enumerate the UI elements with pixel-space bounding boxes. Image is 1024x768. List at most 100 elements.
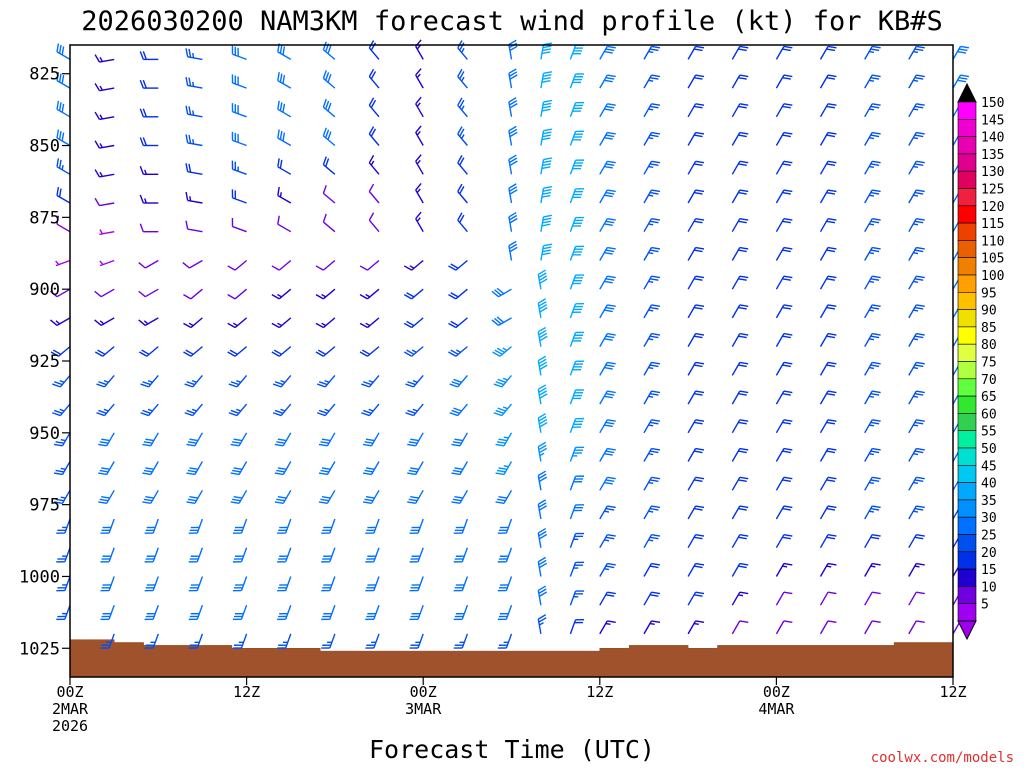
wind-barb <box>100 576 115 592</box>
wind-barb <box>540 99 553 117</box>
wind-barb <box>321 633 336 649</box>
wind-barb <box>864 447 881 462</box>
colorbar-swatch <box>957 516 977 535</box>
colorbar-swatch <box>957 361 977 380</box>
colorbar-label: 135 <box>981 148 1004 163</box>
wind-barb <box>775 390 793 405</box>
x-tick-label: 12Z <box>939 683 966 701</box>
wind-barb <box>540 214 553 232</box>
wind-barb <box>495 489 513 504</box>
colorbar: 1501451401351301251201151101051009590858… <box>957 82 1004 641</box>
x-tick-label: 00Z <box>56 683 83 701</box>
wind-barb <box>731 505 749 520</box>
colorbar-swatch <box>957 188 977 207</box>
wind-barb <box>908 419 925 434</box>
wind-barb <box>908 476 925 491</box>
wind-barb <box>775 447 793 462</box>
wind-barb <box>819 160 837 175</box>
wind-barb <box>864 304 881 319</box>
wind-barb <box>864 390 881 405</box>
wind-barb <box>100 604 115 621</box>
wind-barb <box>94 169 115 178</box>
wind-barb <box>227 259 248 271</box>
wind-barb <box>415 211 424 233</box>
wind-barb <box>643 275 661 290</box>
wind-barb <box>277 547 292 563</box>
wind-barb <box>368 155 380 175</box>
wind-barb <box>277 604 292 621</box>
wind-barb <box>232 604 248 621</box>
wind-barb <box>819 218 837 233</box>
wind-barb <box>908 562 925 577</box>
wind-barb <box>643 218 661 233</box>
wind-barb <box>359 317 380 329</box>
wind-barb <box>643 419 661 434</box>
wind-barb <box>457 126 468 146</box>
colorbar-swatch <box>957 101 977 120</box>
wind-barb <box>643 103 661 118</box>
colorbar-label: 65 <box>981 390 997 405</box>
wind-barb <box>227 346 248 357</box>
wind-barb <box>569 130 585 146</box>
wind-barb <box>687 246 705 261</box>
colorbar-label: 45 <box>981 459 997 474</box>
wind-barb <box>819 447 837 462</box>
wind-barb <box>908 534 925 549</box>
wind-barb <box>540 243 553 261</box>
wind-barb <box>731 476 749 491</box>
wind-barb <box>405 403 424 417</box>
wind-barb <box>232 576 248 592</box>
colorbar-swatch <box>957 291 977 310</box>
wind-barb <box>819 131 837 146</box>
wind-barb <box>185 220 203 233</box>
wind-barb <box>819 189 837 204</box>
wind-barb <box>775 361 793 376</box>
wind-barb <box>274 432 292 447</box>
wind-barb <box>952 45 970 60</box>
wind-barb <box>448 317 468 329</box>
x-tick-label: 2MAR <box>52 700 89 718</box>
wind-barb <box>415 96 424 118</box>
wind-barb <box>508 68 518 89</box>
wind-barb <box>819 103 837 118</box>
wind-barb <box>491 287 512 298</box>
wind-barb <box>182 259 203 269</box>
wind-barb <box>227 288 248 300</box>
wind-barb <box>819 361 837 376</box>
wind-barb <box>569 101 585 118</box>
wind-barb <box>98 489 115 504</box>
wind-barb <box>731 620 749 635</box>
wind-barb <box>361 374 380 388</box>
wind-barb <box>53 461 71 476</box>
colorbar-label: 120 <box>981 200 1004 215</box>
wind-barb <box>908 332 925 347</box>
colorbar-label: 95 <box>981 286 997 301</box>
credit-text: coolwx.com/models <box>871 750 1014 766</box>
wind-barb <box>731 74 749 89</box>
wind-barb <box>231 74 247 89</box>
wind-barb <box>819 476 837 491</box>
wind-barb <box>53 432 71 447</box>
wind-barb <box>56 215 71 233</box>
wind-barb <box>492 346 512 357</box>
wind-barb <box>368 97 380 118</box>
wind-barb <box>457 212 468 233</box>
wind-barb <box>569 446 585 462</box>
wind-barb <box>775 246 793 261</box>
wind-barb <box>599 189 616 204</box>
wind-barb <box>643 361 661 376</box>
wind-barb <box>687 332 705 347</box>
colorbar-label: 5 <box>981 598 989 613</box>
wind-barb <box>415 125 424 146</box>
wind-barb <box>315 317 336 329</box>
wind-barb <box>643 447 661 462</box>
wind-barb <box>362 461 380 476</box>
wind-barb <box>231 189 247 204</box>
wind-barb <box>864 246 881 261</box>
wind-barb <box>183 317 203 329</box>
wind-barb <box>409 518 424 534</box>
wind-barb <box>508 183 518 204</box>
wind-barb <box>569 475 585 491</box>
wind-barb <box>599 447 616 462</box>
wind-barb <box>775 160 793 175</box>
